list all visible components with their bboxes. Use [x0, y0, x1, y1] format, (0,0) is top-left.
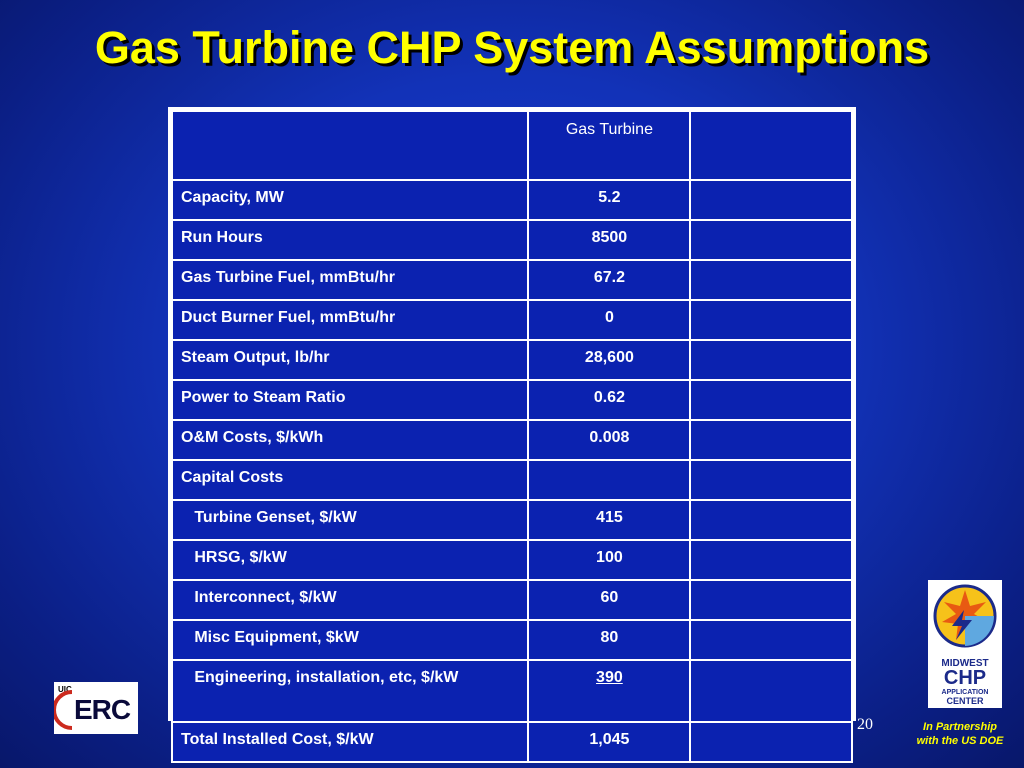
- assumptions-table: Gas Turbine Capacity, MW 5.2 Run Hours 8…: [170, 110, 853, 763]
- chp-logo-line3: APPLICATION: [942, 689, 989, 696]
- row-label: Duct Burner Fuel, mmBtu/hr: [170, 299, 530, 341]
- table-row: Gas Turbine Fuel, mmBtu/hr 67.2: [170, 259, 853, 301]
- row-value: 0: [527, 299, 692, 341]
- row-extra: [689, 579, 853, 621]
- row-value: 28,600: [527, 339, 692, 381]
- table-row: Steam Output, lb/hr 28,600: [170, 339, 853, 381]
- row-value: 60: [527, 579, 692, 621]
- partnership-note: In Partnership with the US DOE: [900, 720, 1020, 748]
- row-extra: [689, 179, 853, 221]
- row-label: Run Hours: [170, 219, 530, 261]
- assumptions-table-frame: Gas Turbine Capacity, MW 5.2 Run Hours 8…: [168, 107, 856, 763]
- chp-emblem-icon: MIDWEST CHP APPLICATION CENTER: [933, 584, 997, 706]
- row-label: Interconnect, $/kW: [170, 579, 530, 621]
- row-extra: [689, 379, 853, 421]
- row-label: Engineering, installation, etc, $/kW: [170, 659, 530, 723]
- row-value: 0.008: [527, 419, 692, 461]
- row-extra: [689, 539, 853, 581]
- row-label: O&M Costs, $/kWh: [170, 419, 530, 461]
- row-extra: [689, 619, 853, 661]
- table-row: O&M Costs, $/kWh 0.008: [170, 419, 853, 461]
- row-value: 390: [527, 659, 692, 723]
- row-extra: [689, 659, 853, 723]
- row-value: 8500: [527, 219, 692, 261]
- table-row: Duct Burner Fuel, mmBtu/hr 0: [170, 299, 853, 341]
- row-value: 1,045: [527, 721, 692, 763]
- row-value: 0.62: [527, 379, 692, 421]
- row-extra: [689, 419, 853, 461]
- row-value: 415: [527, 499, 692, 541]
- row-label: Misc Equipment, $kW: [170, 619, 530, 661]
- row-label: Steam Output, lb/hr: [170, 339, 530, 381]
- row-value: 100: [527, 539, 692, 581]
- uic-logo-text: UIC: [58, 685, 72, 694]
- row-extra: [689, 721, 853, 763]
- row-label: Turbine Genset, $/kW: [170, 499, 530, 541]
- uic-erc-logo: UIC ERC: [54, 682, 138, 734]
- table-header-row: Gas Turbine: [170, 110, 853, 181]
- header-cell-empty: [689, 110, 853, 181]
- partnership-line2: with the US DOE: [916, 735, 1004, 747]
- row-label: HRSG, $/kW: [170, 539, 530, 581]
- table-row: Misc Equipment, $kW 80: [170, 619, 853, 661]
- row-extra: [689, 339, 853, 381]
- table-row: Capacity, MW 5.2: [170, 179, 853, 221]
- table-row-total: Total Installed Cost, $/kW 1,045: [170, 721, 853, 763]
- row-extra: [689, 459, 853, 501]
- midwest-chp-logo: MIDWEST CHP APPLICATION CENTER: [928, 580, 1002, 708]
- table-row: Turbine Genset, $/kW 415: [170, 499, 853, 541]
- erc-swoosh-icon: [54, 690, 73, 730]
- page-number: 20: [857, 716, 873, 733]
- row-value: 80: [527, 619, 692, 661]
- table-row: Engineering, installation, etc, $/kW 390: [170, 659, 853, 723]
- chp-logo-line2: CHP: [944, 667, 986, 689]
- table-row: Run Hours 8500: [170, 219, 853, 261]
- slide-title: Gas Turbine CHP System Assumptions: [94, 22, 930, 73]
- table-row: Power to Steam Ratio 0.62: [170, 379, 853, 421]
- chp-logo-line4: CENTER: [946, 696, 984, 706]
- row-value: [527, 459, 692, 501]
- row-extra: [689, 499, 853, 541]
- row-extra: [689, 219, 853, 261]
- row-value: 5.2: [527, 179, 692, 221]
- row-extra: [689, 299, 853, 341]
- row-label: Gas Turbine Fuel, mmBtu/hr: [170, 259, 530, 301]
- row-label: Power to Steam Ratio: [170, 379, 530, 421]
- row-label: Capital Costs: [170, 459, 530, 501]
- row-label: Total Installed Cost, $/kW: [170, 721, 530, 763]
- header-cell-label: [170, 110, 530, 181]
- row-label: Capacity, MW: [170, 179, 530, 221]
- chp-logo-line1: MIDWEST: [941, 658, 988, 669]
- partnership-line1: In Partnership: [923, 721, 997, 733]
- row-value: 67.2: [527, 259, 692, 301]
- erc-logo-text: ERC: [74, 694, 131, 725]
- row-extra: [689, 259, 853, 301]
- table-row: HRSG, $/kW 100: [170, 539, 853, 581]
- table-row: Interconnect, $/kW 60: [170, 579, 853, 621]
- header-cell-gas-turbine: Gas Turbine: [527, 110, 692, 181]
- table-row: Capital Costs: [170, 459, 853, 501]
